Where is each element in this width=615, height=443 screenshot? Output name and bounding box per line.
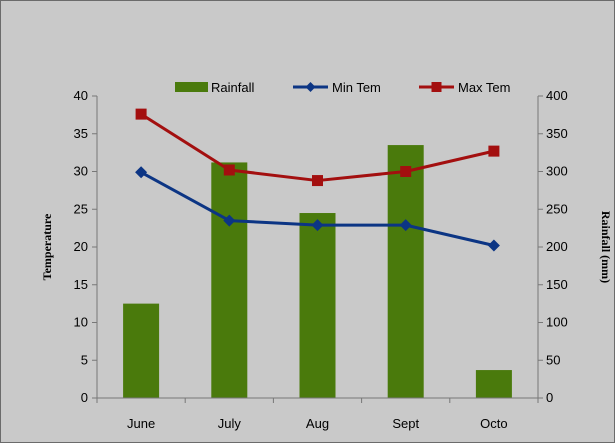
y2-tick-label: 50 xyxy=(546,352,560,367)
axes-group xyxy=(92,95,543,403)
rainfall-bar-july xyxy=(211,162,248,398)
max-tem-point xyxy=(223,164,235,176)
x-tick-label: July xyxy=(218,416,242,431)
min-tem-point xyxy=(399,219,412,232)
rainfall-bar-sept xyxy=(387,145,424,398)
min-tem-point xyxy=(223,214,236,227)
x-tick-label: Octo xyxy=(480,416,507,431)
max-tem-point xyxy=(488,145,500,157)
y2-tick-label: 200 xyxy=(546,239,568,254)
y-tick-label: 15 xyxy=(74,277,88,292)
y-tick-label: 5 xyxy=(81,352,88,367)
min-tem-point xyxy=(311,219,324,232)
legend-marker-max-tem xyxy=(431,82,442,92)
x-tick-label: June xyxy=(127,416,155,431)
y2-tick-label: 0 xyxy=(546,390,553,405)
y-tick-label: 0 xyxy=(81,390,88,405)
max-tem-point xyxy=(135,108,147,120)
max-tem-point xyxy=(400,166,412,177)
max-tem-line xyxy=(140,112,495,183)
legend-label-min-tem: Min Tem xyxy=(332,80,381,95)
y2-tick-label: 100 xyxy=(546,315,568,330)
rainfall-bar-octo xyxy=(475,370,512,398)
y-tick-label: 30 xyxy=(74,164,88,179)
rainfall-bar-june xyxy=(123,303,160,398)
min-tem-point xyxy=(135,166,148,179)
legend-label-rainfall: Rainfall xyxy=(211,80,254,95)
y-tick-label: 40 xyxy=(74,88,88,103)
y-tick-label: 25 xyxy=(74,201,88,216)
y2-tick-label: 350 xyxy=(546,126,568,141)
y2-tick-label: 400 xyxy=(546,88,568,103)
y2-tick-label: 150 xyxy=(546,277,568,292)
y2-tick-label: 300 xyxy=(546,164,568,179)
y-tick-label: 35 xyxy=(74,126,88,141)
x-tick-label: Sept xyxy=(392,416,419,431)
tick-label-group: 0510152025303540050100150200250300350400… xyxy=(74,88,568,431)
y-axis-title: Temperature xyxy=(40,213,54,280)
legend: Rainfall Min Tem Max Tem xyxy=(175,80,511,95)
min-tem-point xyxy=(487,239,500,252)
y-tick-label: 10 xyxy=(74,315,88,330)
legend-swatch-rainfall xyxy=(175,82,208,92)
y2-axis-title: Rainfall (mm) xyxy=(599,211,613,283)
max-tem-point xyxy=(312,175,323,187)
legend-marker-min-tem xyxy=(305,82,316,92)
y-tick-label: 20 xyxy=(74,239,88,254)
y2-tick-label: 250 xyxy=(546,201,568,216)
bar-group xyxy=(123,145,512,398)
x-tick-label: Aug xyxy=(306,416,329,431)
legend-label-max-tem: Max Tem xyxy=(458,80,511,95)
rainfall-bar-aug xyxy=(299,213,336,398)
line-group xyxy=(135,108,500,252)
